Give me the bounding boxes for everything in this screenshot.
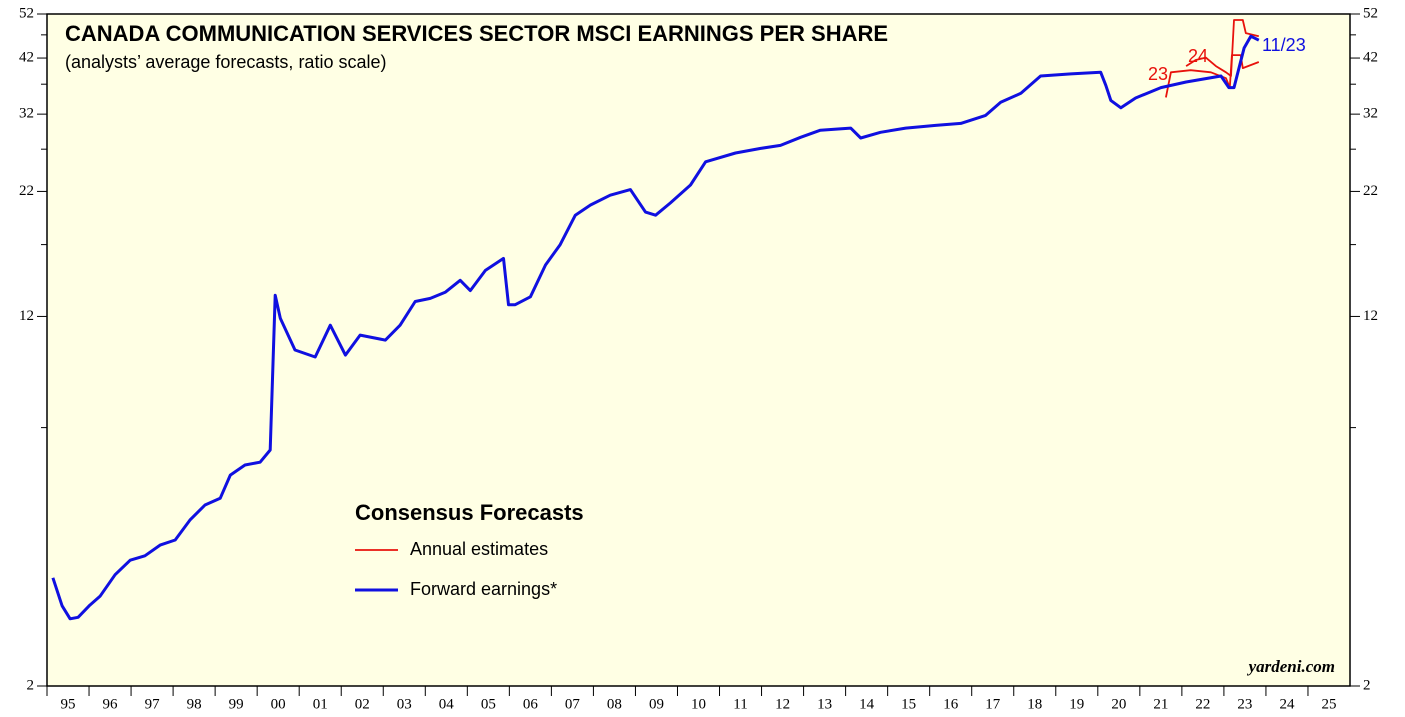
series-label: 11/23 — [1262, 35, 1306, 55]
line-series — [1185, 19, 1260, 77]
x-tick-label: 18 — [1027, 696, 1042, 712]
y-tick-label: 22 — [19, 183, 34, 199]
x-tick-label: 02 — [355, 696, 370, 712]
y-tick-label: 2 — [27, 677, 35, 693]
x-tick-label: 14 — [859, 696, 875, 712]
y-tick-label: 52 — [19, 5, 34, 21]
plot-area — [46, 13, 1351, 687]
y-tick-label: 2 — [1363, 677, 1371, 693]
legend-label: Annual estimates — [410, 539, 548, 559]
x-tick-label: 17 — [985, 696, 1001, 712]
y-tick-label: 12 — [1363, 308, 1378, 324]
x-tick-label: 96 — [103, 696, 119, 712]
x-tick-label: 16 — [943, 696, 959, 712]
x-tick-label: 20 — [1111, 696, 1126, 712]
chart-title: CANADA COMMUNICATION SERVICES SECTOR MSC… — [65, 21, 888, 46]
y-tick-label: 32 — [1363, 106, 1378, 122]
x-tick-label: 05 — [481, 696, 496, 712]
series-label: 23 — [1148, 64, 1168, 84]
x-tick-label: 11 — [733, 696, 747, 712]
x-tick-label: 04 — [439, 696, 455, 712]
y-tick-label: 22 — [1363, 183, 1378, 199]
x-tick-label: 22 — [1195, 696, 1210, 712]
x-tick-label: 10 — [691, 696, 706, 712]
legend-label: Forward earnings* — [410, 579, 557, 599]
x-tick-label: 21 — [1153, 696, 1168, 712]
line-series — [51, 34, 1260, 621]
x-tick-label: 97 — [145, 696, 161, 712]
y-tick-label: 12 — [19, 308, 34, 324]
source: yardeni.com — [1247, 657, 1335, 676]
x-tick-label: 24 — [1279, 696, 1295, 712]
y-tick-label: 32 — [19, 106, 34, 122]
y-tick-label: 42 — [1363, 49, 1378, 65]
x-tick-label: 06 — [523, 696, 539, 712]
x-tick-label: 99 — [229, 696, 244, 712]
x-tick-label: 13 — [817, 696, 832, 712]
x-tick-label: 19 — [1069, 696, 1084, 712]
x-tick-label: 07 — [565, 696, 581, 712]
x-tick-label: 08 — [607, 696, 622, 712]
series-label: 24 — [1188, 46, 1208, 66]
y-tick-label: 52 — [1363, 5, 1378, 21]
legend-title: Consensus Forecasts — [355, 500, 584, 525]
y-tick-label: 42 — [19, 49, 34, 65]
x-tick-label: 01 — [313, 696, 328, 712]
x-tick-label: 12 — [775, 696, 790, 712]
x-tick-label: 00 — [271, 696, 286, 712]
x-tick-label: 25 — [1321, 696, 1336, 712]
chart-subtitle: (analysts’ average forecasts, ratio scal… — [65, 52, 386, 72]
x-tick-label: 98 — [187, 696, 202, 712]
x-tick-label: 03 — [397, 696, 412, 712]
x-tick-label: 09 — [649, 696, 664, 712]
x-tick-label: 23 — [1237, 696, 1252, 712]
x-tick-label: 95 — [61, 696, 76, 712]
x-tick-label: 15 — [901, 696, 916, 712]
